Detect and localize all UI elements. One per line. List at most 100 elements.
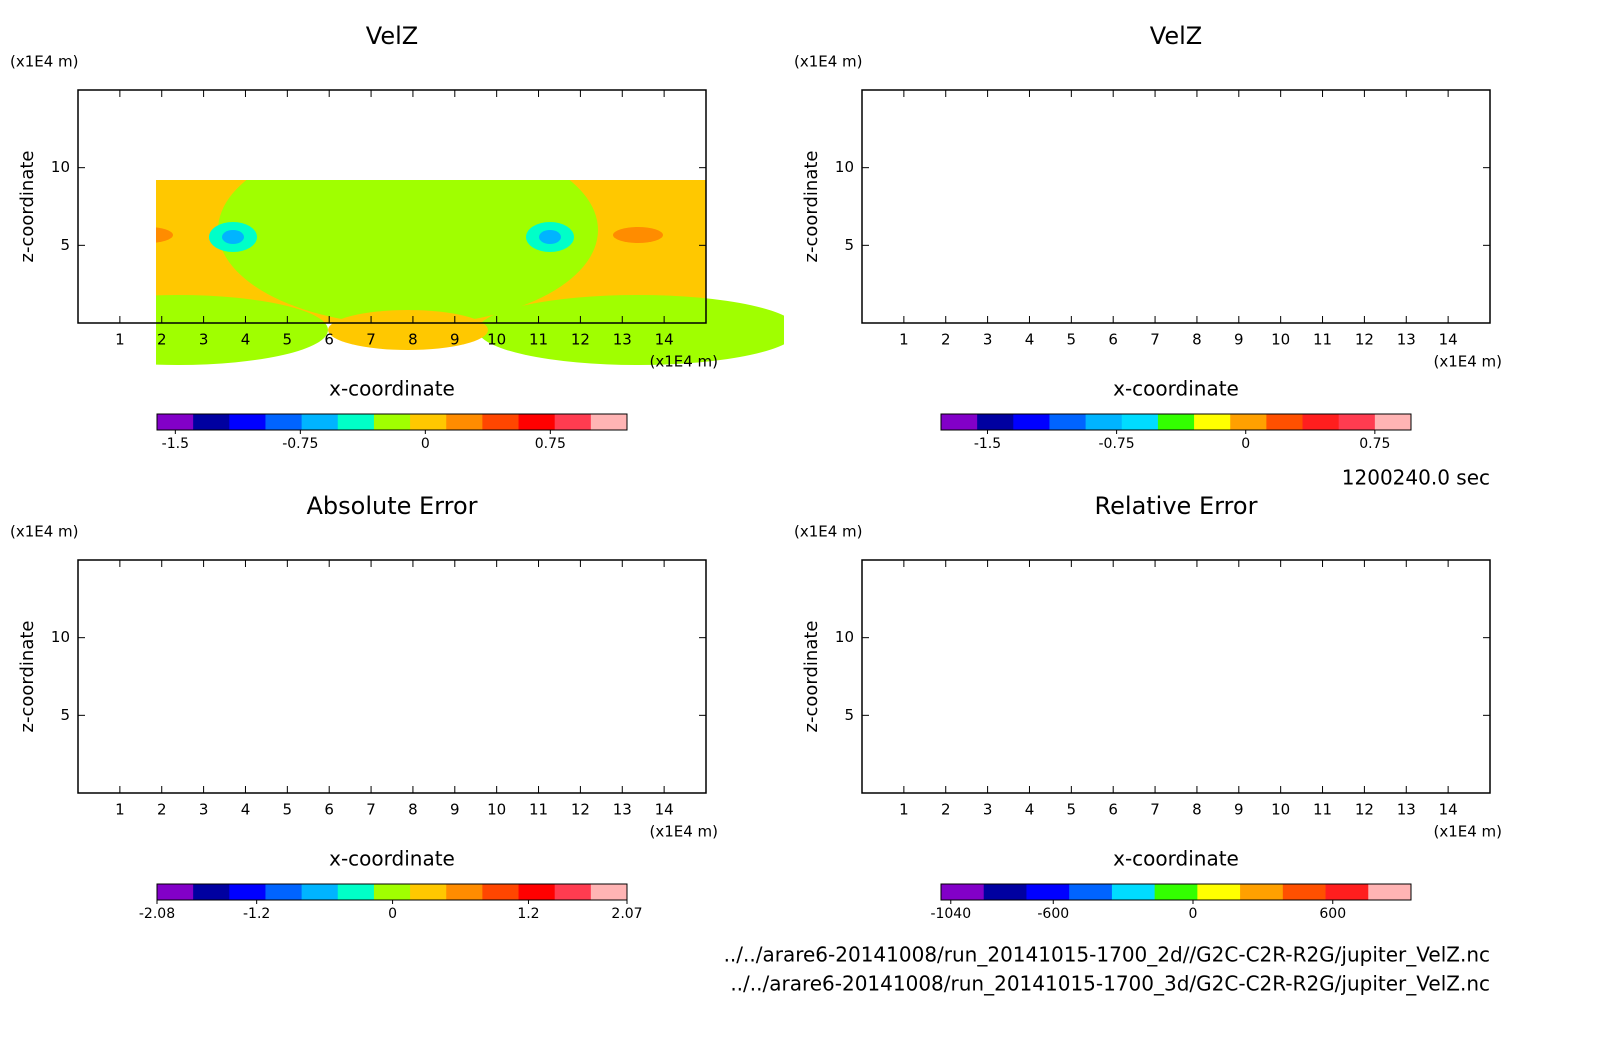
colorbar-frame	[940, 883, 1412, 901]
contour-region	[962, 150, 1022, 170]
x-tick-label: 8	[408, 801, 418, 819]
colorbar-segment	[941, 884, 985, 900]
x-tick-label: 6	[1108, 801, 1118, 819]
contour-region	[684, 606, 712, 630]
contour-region	[302, 594, 314, 606]
contour-region	[1422, 145, 1462, 165]
contour-region	[558, 602, 638, 642]
y-unit: (x1E4 m)	[10, 523, 79, 541]
colorbar-segment	[193, 884, 230, 900]
x-axis-label: x-coordinate	[329, 377, 455, 401]
contour-region	[370, 613, 386, 623]
contour-region	[563, 132, 623, 168]
colorbar-segment	[410, 884, 447, 900]
x-tick-label: 7	[1150, 331, 1160, 349]
y-tick-label: 10	[51, 628, 70, 646]
contour-region	[540, 621, 552, 629]
contour-region	[1122, 592, 1202, 608]
contour-region	[691, 612, 705, 624]
x-tick-label: 14	[1439, 331, 1458, 349]
contour-region	[354, 135, 386, 155]
x-tick-label: 7	[366, 331, 376, 349]
colorbar-tick-label: -2.08	[139, 906, 175, 922]
contour-region	[548, 129, 564, 141]
colorbar-segment	[554, 884, 592, 900]
contour-region	[340, 128, 396, 162]
contour-region	[1312, 290, 1532, 350]
x-tick-label: 13	[613, 331, 632, 349]
contour-region	[1230, 175, 1254, 185]
colorbar-tick-label: 0	[421, 436, 430, 452]
contour-region	[360, 607, 396, 629]
x-tick-label: 6	[324, 801, 334, 819]
x-tick-label: 10	[487, 331, 506, 349]
x-tick-label: 7	[1150, 801, 1160, 819]
colorbar-segment	[482, 884, 520, 900]
contour-region	[110, 614, 126, 630]
x-tick-label: 13	[1397, 331, 1416, 349]
contour-region	[1039, 148, 1055, 160]
colorbar-segment	[1230, 414, 1267, 430]
y-tick-label: 5	[60, 236, 70, 254]
contour-region	[218, 180, 598, 325]
colorbar-segment	[1197, 884, 1241, 900]
colorbar-tick-label: 1.2	[517, 906, 539, 922]
contour-region	[78, 660, 198, 800]
contour-region	[156, 295, 328, 365]
x-unit: (x1E4 m)	[1433, 823, 1502, 841]
colorbar-tick-label: 0.75	[1359, 436, 1390, 452]
colorbar-segment	[373, 884, 411, 900]
contour-region	[478, 295, 784, 365]
contour-region	[115, 621, 121, 627]
colorbar-segment	[1111, 884, 1156, 900]
x-tick-label: 7	[366, 801, 376, 819]
field-base	[78, 560, 706, 793]
contour-region	[882, 720, 962, 760]
contour-field	[862, 557, 1502, 793]
x-unit: (x1E4 m)	[1433, 353, 1502, 371]
colorbar-segment	[554, 414, 592, 430]
x-tick-label: 14	[1439, 801, 1458, 819]
x-tick-label: 9	[1234, 331, 1244, 349]
contour-region	[642, 604, 654, 612]
colorbar-segment	[1069, 884, 1113, 900]
contour-region	[586, 615, 610, 629]
x-tick-label: 9	[450, 801, 460, 819]
contour-region	[123, 142, 193, 168]
contour-region	[1019, 132, 1075, 172]
chart-title: VelZ	[1150, 22, 1202, 50]
contour-region	[348, 600, 408, 636]
colorbar-segment	[1085, 414, 1123, 430]
colorbar-segment	[446, 414, 483, 430]
contour-region	[987, 155, 1007, 165]
chart-title: Absolute Error	[306, 492, 477, 520]
x-tick-label: 2	[941, 801, 951, 819]
colorbar-segment	[590, 884, 628, 900]
x-tick-label: 2	[157, 331, 167, 349]
colorbar-segment	[265, 414, 303, 430]
x-tick-label: 8	[408, 331, 418, 349]
y-unit: (x1E4 m)	[794, 523, 863, 541]
colorbar-tick-label: -0.75	[282, 436, 318, 452]
x-tick-label: 3	[199, 331, 209, 349]
x-tick-label: 2	[157, 801, 167, 819]
colorbar-frame	[156, 883, 628, 901]
field-base	[862, 90, 1490, 323]
contour-region	[1463, 134, 1491, 162]
colorbar-segment	[1368, 884, 1412, 900]
x-tick-label: 14	[655, 801, 674, 819]
contour-region	[1029, 140, 1065, 164]
x-tick-label: 12	[1355, 331, 1374, 349]
x-unit: (x1E4 m)	[649, 823, 718, 841]
contour-region	[591, 148, 609, 160]
x-tick-label: 5	[1067, 801, 1077, 819]
contour-region	[1276, 136, 1288, 148]
contour-region	[241, 144, 253, 160]
y-unit: (x1E4 m)	[10, 53, 79, 71]
contour-region	[240, 599, 252, 611]
colorbar-segment	[1194, 414, 1231, 430]
contour-region	[398, 635, 678, 685]
colorbar-segment	[337, 414, 375, 430]
x-tick-label: 9	[1234, 801, 1244, 819]
